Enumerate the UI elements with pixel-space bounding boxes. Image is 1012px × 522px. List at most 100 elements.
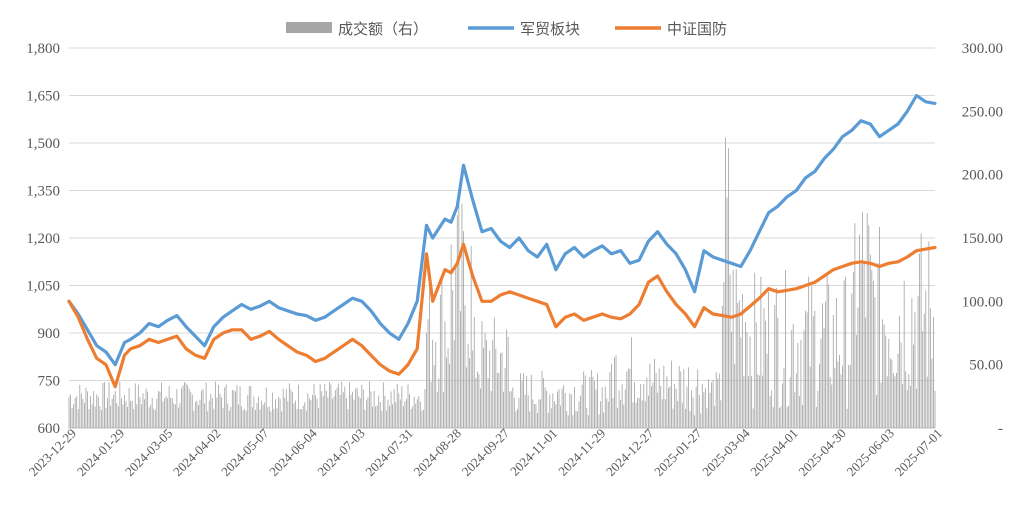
turnover-bar [406,398,407,428]
turnover-bar [667,388,669,428]
turnover-bar [663,365,665,428]
turnover-bar [851,293,853,428]
turnover-bar [822,303,823,428]
turnover-bar [352,391,353,428]
left-tick-label: 750 [38,374,61,390]
turnover-bar [293,403,295,428]
turnover-bar [586,407,588,428]
turnover-bar [732,269,734,428]
turnover-bar [837,361,839,428]
turnover-bar [820,338,822,428]
turnover-bar [792,323,794,428]
turnover-bar [772,407,774,428]
turnover-bar [606,398,608,428]
turnover-bar [349,381,350,428]
turnover-bar [825,301,827,428]
turnover-bar [236,385,238,428]
turnover-bar [720,400,722,428]
turnover-bar [755,322,757,428]
turnover-bar [319,384,321,428]
turnover-bar [432,339,434,428]
turnover-bar [379,401,381,428]
turnover-bar [73,404,75,428]
turnover-bar [641,400,643,428]
turnover-bar [526,375,528,428]
turnover-bar [643,384,645,428]
turnover-bar [262,404,264,428]
right-tick-label: 300.00 [962,41,1003,57]
turnover-bar [153,408,155,428]
turnover-bar [287,401,289,428]
turnover-bar [658,368,660,428]
turnover-bar [677,401,679,428]
turnover-bar [849,365,851,428]
turnover-bar [839,354,840,428]
turnover-bar [603,412,605,428]
turnover-bar [854,223,856,428]
turnover-bar [709,392,711,428]
turnover-bar [828,284,830,428]
turnover-bar [298,384,300,428]
turnover-bar [70,394,71,428]
turnover-bar [869,254,871,428]
turnover-bar [706,408,708,428]
turnover-bar [512,387,514,428]
turnover-bar [637,398,639,428]
turnover-bar [299,409,301,428]
turnover-bar [402,406,404,428]
turnover-bar [876,395,877,428]
turnover-bar [141,404,142,428]
turnover-bar [852,271,854,428]
turnover-bar [883,324,885,428]
turnover-bar [778,407,780,428]
turnover-bar [610,363,612,428]
turnover-bar [278,397,279,428]
turnover-bar [866,213,868,428]
turnover-bar [558,389,560,428]
turnover-bar [795,373,797,428]
turnover-bar [928,241,930,428]
turnover-bar [520,373,521,428]
turnover-bar [530,374,532,428]
left-tick-label: 1,500 [26,136,60,152]
turnover-bar [524,394,526,428]
turnover-bar [635,402,637,428]
turnover-bar [788,405,790,428]
turnover-bar [612,398,614,428]
turnover-bar [640,383,642,428]
turnover-bar [156,399,158,428]
turnover-bar [305,410,307,428]
turnover-bar [76,396,78,428]
turnover-bar [527,395,529,428]
turnover-bar [666,376,668,428]
turnover-bar [350,394,352,428]
turnover-bar [216,397,218,428]
turnover-bar [829,377,831,428]
turnover-bar [332,398,333,428]
turnover-bar [504,368,506,428]
turnover-bar [496,373,498,428]
turnover-bar [812,316,814,428]
legend-label: 中证国防 [667,20,727,38]
turnover-bar [929,308,931,428]
turnover-bar [253,396,255,428]
turnover-bar [355,388,357,428]
turnover-bar [675,388,677,428]
turnover-bar [509,391,511,428]
turnover-bar [584,375,586,428]
turnover-bar [430,381,432,428]
turnover-bar [224,387,226,428]
turnover-bar [117,406,119,428]
turnover-bar [174,404,176,428]
turnover-bar [553,401,555,428]
turnover-bar [418,396,420,428]
turnover-bar [241,406,243,428]
turnover-bar [865,317,867,428]
turnover-bar [581,384,583,428]
turnover-bar [735,269,737,428]
x-tick-label: 2024-04-02 [170,426,224,480]
turnover-bar [888,338,890,428]
turnover-bar [661,399,663,428]
turnover-bar [435,341,437,428]
